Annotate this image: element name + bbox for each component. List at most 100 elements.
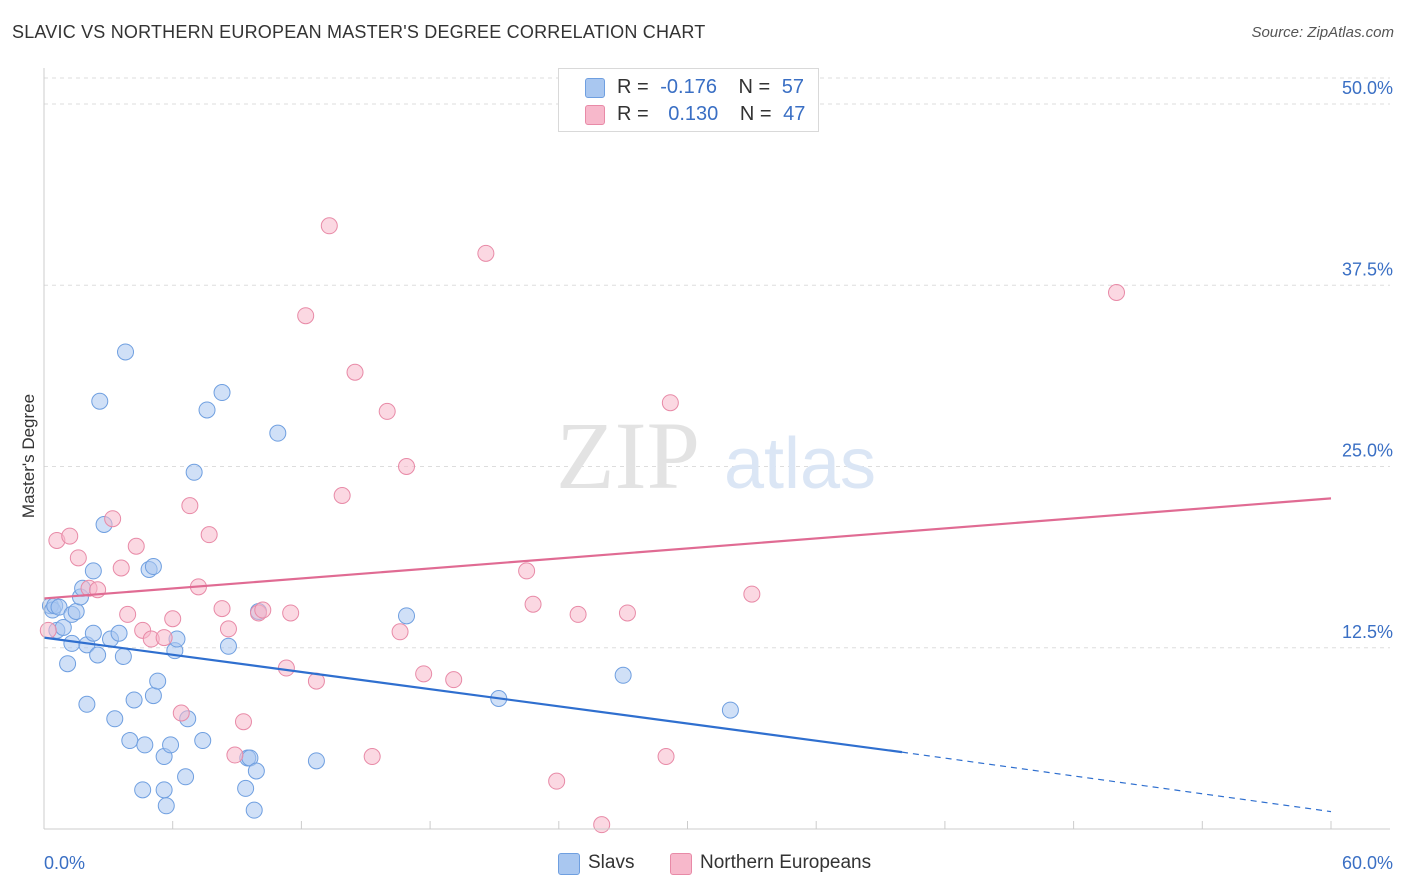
slavs-point xyxy=(84,624,102,642)
legend-n-value-northern-europeans: 47 xyxy=(783,103,806,125)
northern-europeans-point xyxy=(226,746,244,764)
slavs-point xyxy=(67,603,85,620)
northern-europeans-point xyxy=(104,510,122,528)
slavs-point xyxy=(149,672,167,690)
slavs-point xyxy=(398,607,416,625)
slavs-point xyxy=(177,768,195,786)
slavs-point xyxy=(247,762,265,780)
northern-europeans-trend-line xyxy=(43,497,1332,600)
y-tick-label: 12.5% xyxy=(1342,622,1393,642)
slavs-point xyxy=(134,781,152,799)
northern-europeans-point xyxy=(391,623,409,641)
slavs-point xyxy=(91,392,109,410)
northern-europeans-point xyxy=(548,772,566,790)
northern-europeans-point xyxy=(445,671,463,689)
slavs-point xyxy=(237,779,255,797)
slavs-point xyxy=(185,463,203,481)
northern-europeans-point xyxy=(39,621,57,639)
grid-layer xyxy=(44,77,1390,649)
northern-europeans-point xyxy=(127,537,145,555)
slavs-point xyxy=(269,424,287,442)
slavs-point xyxy=(245,801,263,819)
northern-europeans-point xyxy=(213,600,231,618)
slavs-point xyxy=(125,691,143,709)
slavs-point xyxy=(106,710,124,728)
slavs-point xyxy=(78,695,96,713)
legend-n-label: N = xyxy=(739,103,772,125)
points-layer xyxy=(39,217,1125,834)
northern-europeans-point xyxy=(277,659,295,677)
bottom-legend-swatch-slavs xyxy=(558,853,580,875)
slavs-trend-line xyxy=(43,636,903,754)
slavs-point xyxy=(162,736,180,754)
northern-europeans-point xyxy=(234,713,252,731)
northern-europeans-point xyxy=(743,585,761,603)
northern-europeans-point xyxy=(569,605,587,623)
northern-europeans-point xyxy=(346,363,364,381)
watermark-atlas: atlas xyxy=(724,424,876,504)
bottom-legend-label-northern-europeans: Northern Europeans xyxy=(700,852,872,873)
northern-europeans-point xyxy=(657,748,675,765)
legend-r-value-northern-europeans: 0.130 xyxy=(668,103,719,125)
northern-europeans-point xyxy=(618,604,636,622)
slavs-point xyxy=(144,687,162,705)
northern-europeans-point xyxy=(112,559,130,577)
northern-europeans-point xyxy=(119,605,137,623)
northern-europeans-point xyxy=(524,595,542,613)
slavs-point xyxy=(213,384,231,402)
slavs-point xyxy=(121,732,139,750)
northern-europeans-point xyxy=(282,604,300,622)
legend-swatch-northern-europeans xyxy=(585,105,605,125)
northern-europeans-point xyxy=(254,601,272,619)
northern-europeans-point xyxy=(661,394,679,412)
legend-swatch-slavs xyxy=(585,78,605,98)
legend-n-value-slavs: 57 xyxy=(781,76,805,98)
slavs-trend-line-extension xyxy=(901,751,1332,813)
legend-n-label: N = xyxy=(738,76,771,98)
x-tick-label: 60.0% xyxy=(1342,853,1393,873)
northern-europeans-point xyxy=(398,458,416,475)
northern-europeans-point xyxy=(219,620,237,638)
northern-europeans-point xyxy=(378,402,396,420)
slavs-point xyxy=(157,797,175,815)
y-tick-label: 25.0% xyxy=(1342,441,1393,461)
northern-europeans-point xyxy=(172,704,190,722)
slavs-point xyxy=(219,637,237,655)
bottom-legend-label-slavs: Slavs xyxy=(588,852,635,873)
legend-r-label: R = xyxy=(617,103,649,125)
y-tick-label: 37.5% xyxy=(1342,259,1393,279)
slavs-point xyxy=(307,752,325,770)
northern-europeans-point xyxy=(333,487,351,504)
slavs-point xyxy=(117,343,135,361)
legend: R = -0.176 N = 57 R = 0.130 N = 47 xyxy=(558,68,819,132)
trend-layer xyxy=(43,497,1332,813)
northern-europeans-point xyxy=(155,629,173,647)
legend-r-label: R = xyxy=(617,76,649,98)
slavs-point xyxy=(89,646,107,664)
y-tick-label: 50.0% xyxy=(1342,78,1393,98)
northern-europeans-point xyxy=(518,562,536,580)
x-tick-label: 0.0% xyxy=(44,853,85,873)
slavs-point xyxy=(155,781,173,799)
northern-europeans-point xyxy=(363,748,381,765)
slavs-point xyxy=(136,736,154,754)
bottom-legend-swatch-northern-europeans xyxy=(670,853,692,875)
northern-europeans-point xyxy=(164,610,182,628)
chart-title: SLAVIC VS NORTHERN EUROPEAN MASTER'S DEG… xyxy=(12,22,706,42)
northern-europeans-point xyxy=(200,526,218,544)
slavs-point xyxy=(194,732,212,750)
slavs-point xyxy=(50,598,68,616)
axis-layer: 12.5% 25.0% 37.5% 50.0% 0.0% 60.0% xyxy=(43,68,1393,873)
legend-r-value-slavs: -0.176 xyxy=(660,76,717,98)
slavs-point xyxy=(144,558,162,576)
slavs-point xyxy=(198,401,216,419)
northern-europeans-point xyxy=(61,527,79,545)
northern-europeans-point xyxy=(1108,284,1125,301)
slavs-point xyxy=(721,701,739,719)
slavs-point xyxy=(84,562,102,580)
northern-europeans-point xyxy=(477,244,495,262)
northern-europeans-point xyxy=(297,307,315,325)
slavs-point xyxy=(63,634,81,652)
northern-europeans-point xyxy=(593,816,611,834)
